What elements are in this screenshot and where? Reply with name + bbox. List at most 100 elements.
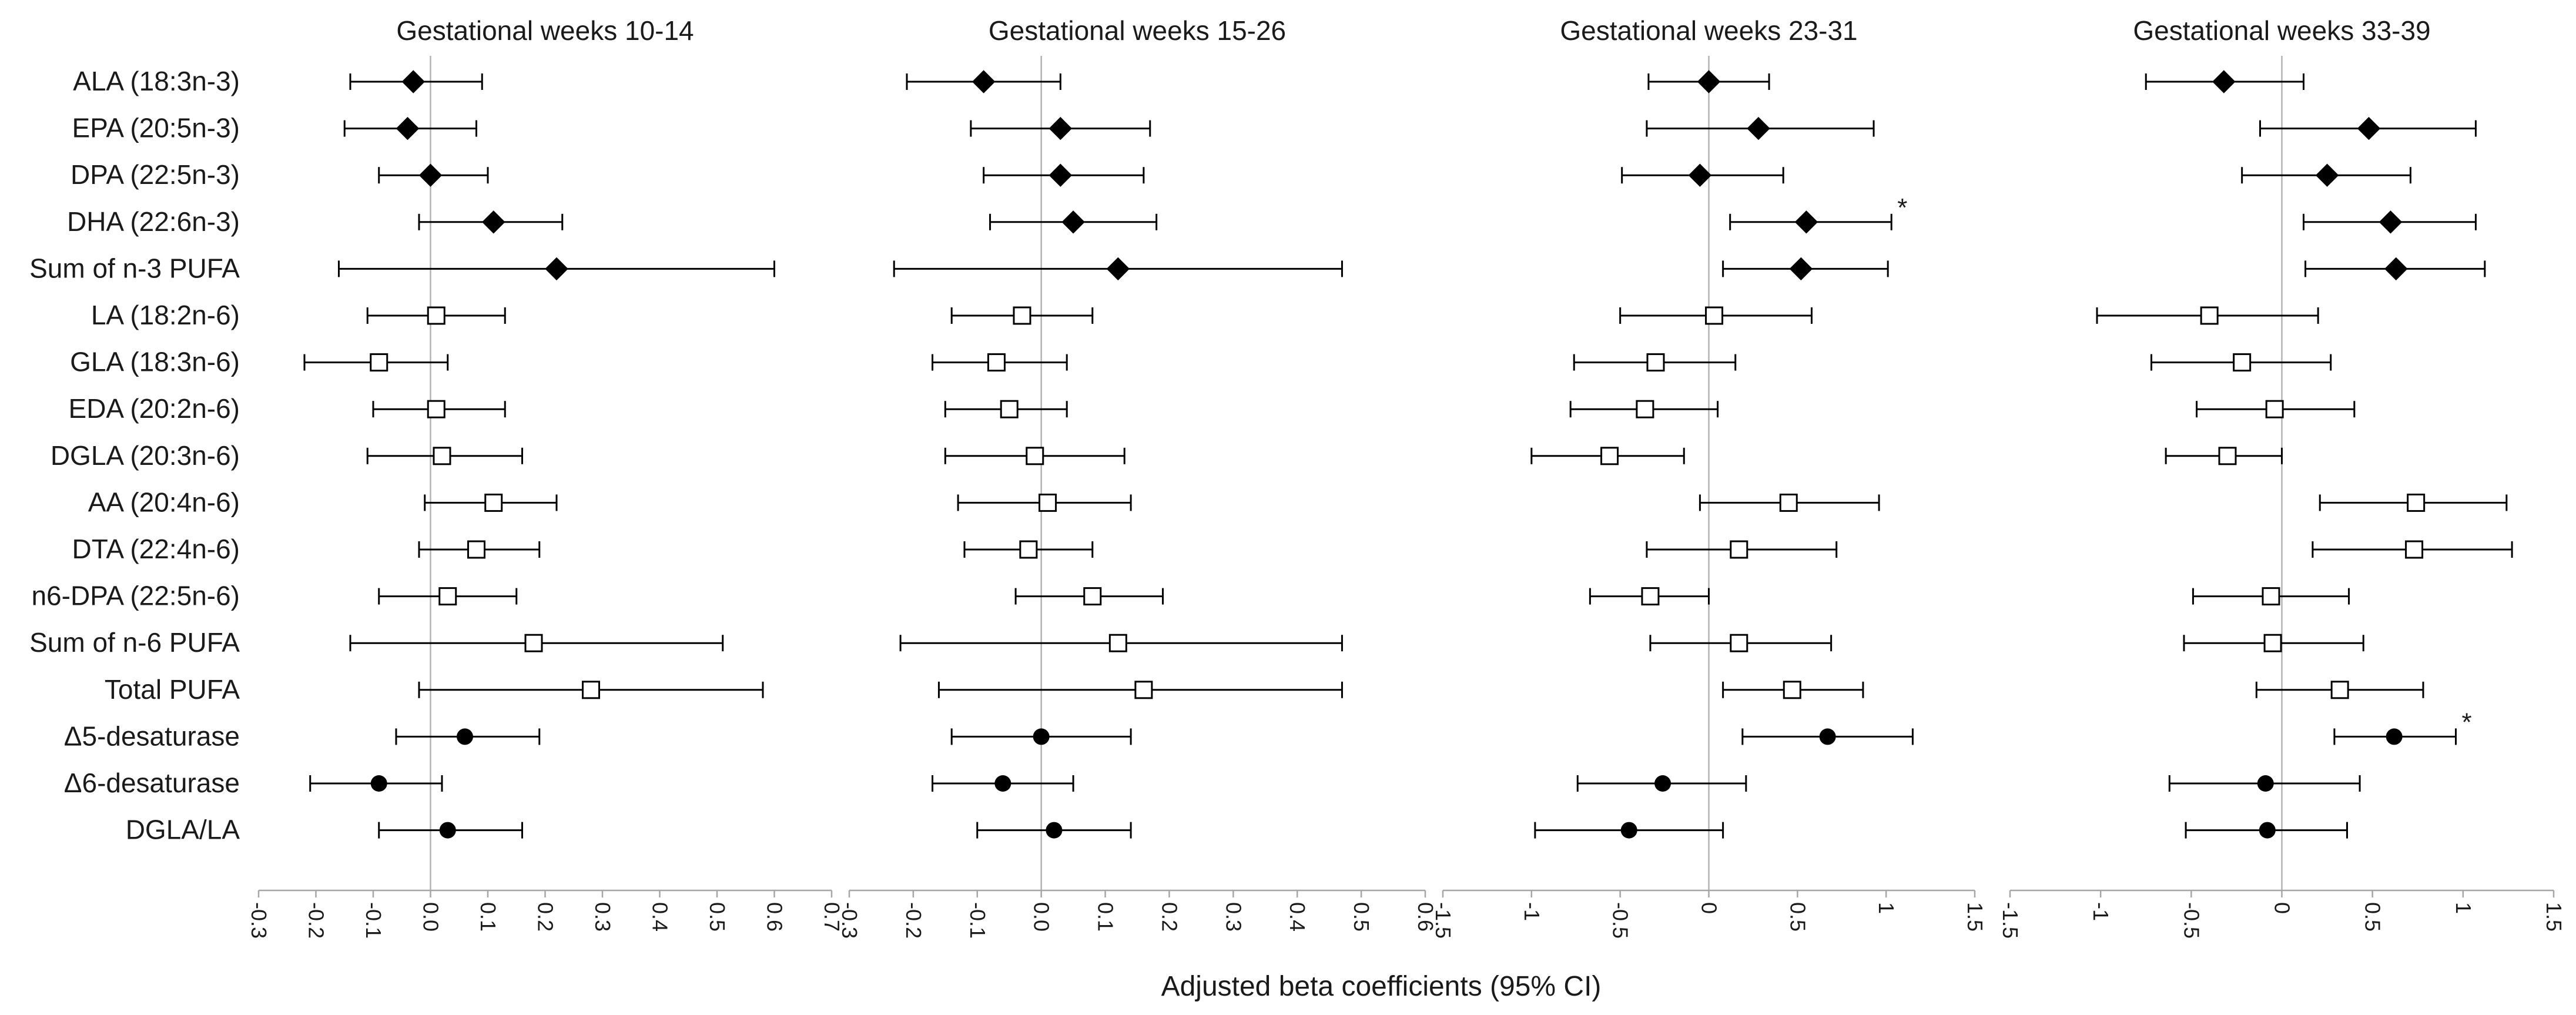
point-estimate-square bbox=[1000, 400, 1019, 418]
estimate-ala-18-3n-3 bbox=[349, 70, 483, 93]
estimate-la-18-2n-6 bbox=[2096, 306, 2319, 325]
point-estimate-square bbox=[2262, 587, 2280, 606]
point-estimate-diamond bbox=[482, 210, 505, 234]
point-estimate-square bbox=[1026, 447, 1044, 465]
estimate-epa-20-5n-3 bbox=[2259, 116, 2477, 140]
point-estimate-square bbox=[427, 400, 445, 418]
estimate-6-desaturase bbox=[932, 775, 1074, 792]
point-estimate-diamond bbox=[1049, 163, 1073, 187]
point-estimate-circle bbox=[1819, 728, 1836, 745]
point-estimate-square bbox=[433, 447, 451, 465]
row-label-sum-of-n-3-pufa: Sum of n-3 PUFA bbox=[29, 253, 240, 283]
estimate-eda-20-2n-6 bbox=[372, 400, 506, 418]
estimate-sum-of-n-6-pufa bbox=[1649, 634, 1833, 652]
x-tick-label: 0.3 bbox=[591, 902, 615, 932]
point-estimate-square bbox=[2330, 681, 2349, 699]
x-tick-label: 1.5 bbox=[1963, 902, 1987, 932]
point-estimate-square bbox=[467, 540, 485, 559]
point-estimate-diamond bbox=[1789, 257, 1813, 281]
point-estimate-square bbox=[2218, 447, 2237, 465]
estimate-ala-18-3n-3 bbox=[1647, 70, 1770, 93]
panel-3: Gestational weeks 23-31 -1.5 -1 -0.5 0 0.5 1 1.… bbox=[1431, 15, 1987, 939]
point-estimate-diamond bbox=[1061, 210, 1085, 234]
x-axis-title: Adjusted beta coefficients (95% CI) bbox=[1161, 971, 1602, 1002]
estimate-epa-20-5n-3 bbox=[343, 116, 477, 140]
estimate-epa-20-5n-3 bbox=[970, 116, 1151, 140]
point-estimate-circle bbox=[2257, 775, 2274, 792]
point-estimate-square bbox=[1134, 681, 1153, 699]
panel-title: Gestational weeks 10-14 bbox=[396, 15, 694, 46]
estimate-dgla-20-3n-6 bbox=[944, 447, 1125, 465]
point-estimate-square bbox=[427, 306, 445, 325]
point-estimate-diamond bbox=[1697, 70, 1721, 93]
point-estimate-diamond bbox=[2315, 163, 2339, 187]
x-tick-label: 0.5 bbox=[705, 902, 729, 932]
estimate-aa-20-4n-6 bbox=[957, 493, 1132, 512]
row-label-5-desaturase: Δ5-desaturase bbox=[64, 721, 240, 751]
point-estimate-diamond bbox=[401, 70, 425, 93]
estimate-sum-of-n-6-pufa bbox=[349, 634, 724, 652]
row-label-6-desaturase: Δ6-desaturase bbox=[64, 768, 240, 798]
estimate-n6-dpa-22-5n-6 bbox=[378, 587, 518, 606]
panel-4: Gestational weeks 33-39 -1.5 -1 -0.5 0 0.5 1 1.… bbox=[1998, 15, 2566, 939]
estimate-total-pufa bbox=[1722, 681, 1864, 699]
estimate-6-desaturase bbox=[309, 775, 443, 792]
estimate-gla-18-3n-6 bbox=[932, 353, 1068, 372]
estimate-dha-22-6n-3 bbox=[989, 210, 1158, 234]
x-tick-label: 1 bbox=[1874, 902, 1898, 914]
x-tick-label: -0.1 bbox=[361, 902, 386, 939]
point-estimate-square bbox=[1641, 587, 1660, 606]
estimate-n6-dpa-22-5n-6 bbox=[1589, 587, 1710, 606]
x-tick-label: 0.5 bbox=[1786, 902, 1810, 932]
estimate-dgla-la bbox=[378, 822, 523, 839]
point-estimate-square bbox=[1730, 540, 1748, 559]
estimate-5-desaturase bbox=[1741, 728, 1914, 745]
point-estimate-circle bbox=[2259, 822, 2276, 839]
point-estimate-square bbox=[1108, 634, 1127, 652]
row-label-gla-18-3n-6: GLA (18:3n-6) bbox=[70, 347, 240, 377]
point-estimate-square bbox=[2233, 353, 2252, 372]
estimate-gla-18-3n-6 bbox=[2150, 353, 2332, 372]
point-estimate-circle bbox=[1033, 728, 1050, 745]
point-estimate-square bbox=[2263, 634, 2282, 652]
estimate-dpa-22-5n-3 bbox=[983, 163, 1145, 187]
point-estimate-square bbox=[1730, 634, 1748, 652]
point-estimate-diamond bbox=[418, 163, 443, 187]
estimate-total-pufa bbox=[418, 681, 764, 699]
row-label-total-pufa: Total PUFA bbox=[105, 674, 240, 705]
point-estimate-circle bbox=[1620, 822, 1637, 839]
point-estimate-circle bbox=[439, 822, 456, 839]
estimate-aa-20-4n-6 bbox=[1699, 493, 1880, 512]
estimate-5-desaturase: * bbox=[2333, 708, 2472, 745]
x-tick-label: -1 bbox=[1520, 902, 1544, 921]
point-estimate-square bbox=[2405, 540, 2424, 559]
point-estimate-diamond bbox=[2379, 210, 2403, 234]
estimate-la-18-2n-6 bbox=[950, 306, 1094, 325]
estimate-5-desaturase bbox=[950, 728, 1132, 745]
row-label-dpa-22-5n-3: DPA (22:5n-3) bbox=[71, 159, 240, 190]
estimate-dpa-22-5n-3 bbox=[2241, 163, 2411, 187]
estimate-dpa-22-5n-3 bbox=[378, 163, 489, 187]
estimate-6-desaturase bbox=[1576, 775, 1747, 792]
panel-2: Gestational weeks 15-26 -0.3 -0.2 -0.1 0.0 0.… bbox=[838, 15, 1438, 939]
estimate-dpa-22-5n-3 bbox=[1621, 163, 1784, 187]
estimate-dta-22-4n-6 bbox=[418, 540, 541, 559]
x-tick-label: 1.5 bbox=[2542, 902, 2566, 932]
point-estimate-square bbox=[1783, 681, 1801, 699]
estimate-ala-18-3n-3 bbox=[2145, 70, 2304, 93]
estimate-gla-18-3n-6 bbox=[303, 353, 449, 372]
panel-title: Gestational weeks 15-26 bbox=[989, 15, 1286, 46]
x-tick-label: 1 bbox=[2451, 902, 2475, 914]
estimate-aa-20-4n-6 bbox=[424, 493, 558, 512]
estimate-aa-20-4n-6 bbox=[2319, 493, 2508, 512]
point-estimate-circle bbox=[1654, 775, 1671, 792]
point-estimate-square bbox=[1646, 353, 1665, 372]
estimate-dha-22-6n-3 bbox=[2303, 210, 2477, 234]
x-tick-label: 0 bbox=[1697, 902, 1721, 914]
x-tick-label: -0.1 bbox=[966, 902, 990, 939]
row-label-dha-22-6n-3: DHA (22:6n-3) bbox=[67, 206, 240, 237]
point-estimate-diamond bbox=[396, 116, 420, 140]
estimate-la-18-2n-6 bbox=[366, 306, 506, 325]
x-tick-label: -1.5 bbox=[1431, 902, 1455, 939]
